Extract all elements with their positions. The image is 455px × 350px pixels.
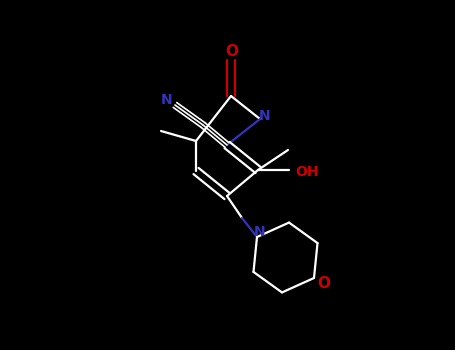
Text: N: N	[161, 93, 173, 107]
Text: N: N	[259, 109, 271, 123]
Text: O: O	[226, 44, 238, 60]
Text: O: O	[318, 275, 330, 290]
Text: N: N	[254, 225, 266, 239]
Text: OH: OH	[295, 165, 319, 179]
